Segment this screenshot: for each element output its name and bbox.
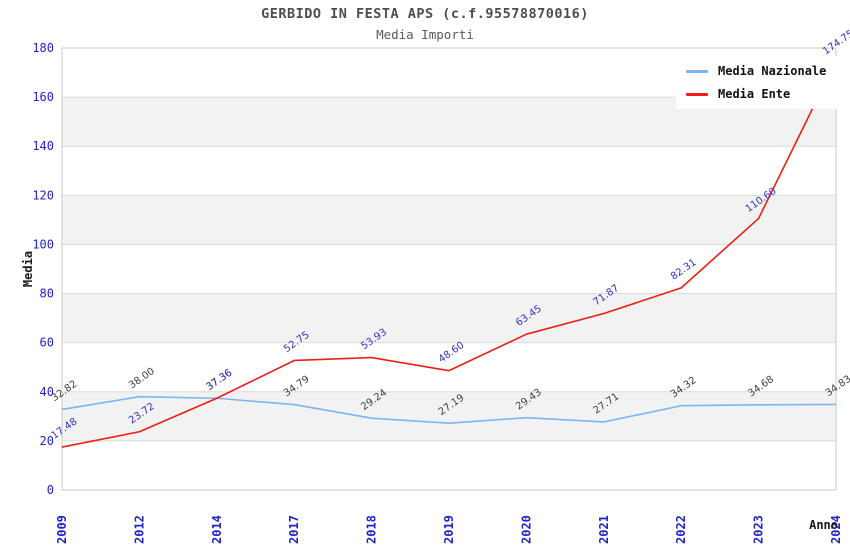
x-tick-label: 2024 — [829, 515, 843, 544]
x-tick-label: 2018 — [365, 515, 379, 544]
y-tick-label: 120 — [32, 188, 54, 202]
chart-title: GERBIDO IN FESTA APS (c.f.95578870016) — [261, 6, 589, 22]
legend: Media Nazionale Media Ente — [676, 56, 839, 109]
series-line-media-nazionale — [61, 395, 837, 425]
y-tick-label: 160 — [32, 90, 54, 104]
legend-item-media-nazionale: Media Nazionale — [686, 64, 826, 78]
grid-band — [62, 293, 836, 343]
x-tick-label: 2023 — [752, 515, 766, 544]
y-tick-label: 180 — [32, 41, 54, 55]
legend-swatch-media-ente — [686, 92, 708, 96]
x-axis-label: Anno — [809, 518, 838, 532]
y-tick-label: 40 — [40, 385, 54, 399]
x-tick-label: 2019 — [442, 515, 456, 544]
legend-swatch-media-nazionale — [686, 69, 708, 73]
x-tick-label: 2012 — [132, 515, 146, 544]
y-tick-label: 60 — [40, 336, 54, 350]
grid-band — [62, 391, 836, 441]
grid-band — [62, 146, 836, 196]
x-tick-label: 2017 — [287, 515, 301, 544]
x-tick-label: 2021 — [597, 515, 611, 544]
x-tick-label: 2022 — [674, 515, 688, 544]
y-tick-label: 20 — [40, 434, 54, 448]
legend-label-media-ente: Media Ente — [718, 87, 791, 101]
y-tick-label: 100 — [32, 237, 54, 251]
grid-band — [62, 440, 836, 490]
plot-border — [61, 47, 837, 491]
y-tick-label: 0 — [47, 483, 54, 497]
legend-item-media-ente: Media Ente — [686, 87, 826, 101]
grid-band — [62, 244, 836, 294]
x-tick-label: 2009 — [55, 515, 69, 544]
x-tick-label: 2020 — [519, 515, 533, 544]
grid-band — [62, 342, 836, 392]
y-tick-label: 80 — [40, 287, 54, 301]
grid-band — [62, 195, 836, 245]
x-tick-label: 2014 — [210, 515, 224, 544]
y-tick-label: 140 — [32, 139, 54, 153]
chart-subtitle: Media Importi — [376, 27, 474, 42]
series-line-media-ente — [61, 60, 837, 448]
legend-label-media-nazionale: Media Nazionale — [718, 64, 827, 78]
